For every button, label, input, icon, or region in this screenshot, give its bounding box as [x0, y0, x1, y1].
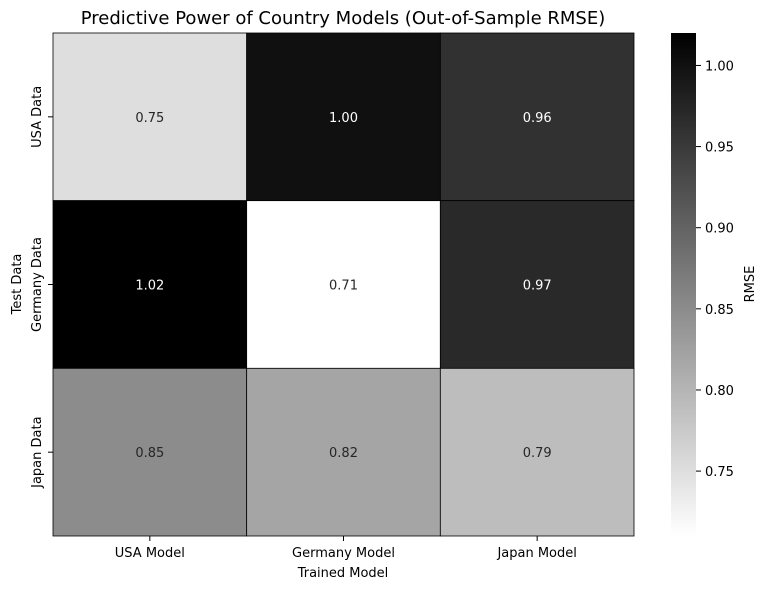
cell-value-label: 1.02: [135, 279, 164, 294]
colorbar-tick-label: 0.80: [705, 384, 734, 399]
y-tick-label: Japan Data: [30, 416, 45, 488]
heatmap-cell: [246, 367, 441, 537]
colorbar-label: RMSE: [743, 266, 758, 303]
cell-value-label: 0.97: [523, 279, 552, 294]
x-tick-label: USA Model: [115, 546, 185, 561]
colorbar-tick-label: 0.95: [705, 141, 734, 156]
heatmap-cells: [52, 32, 635, 537]
cell-value-label: 0.75: [135, 111, 164, 126]
colorbar-tick-label: 0.85: [705, 303, 734, 318]
x-tick-label: Germany Model: [292, 546, 395, 561]
heatmap-cell: [52, 367, 248, 537]
cell-value-label: 0.96: [523, 111, 552, 126]
cell-value-label: 0.71: [329, 279, 358, 294]
colorbar-ticks: 0.75 0.80 0.85 0.90 0.95 1.00: [696, 59, 734, 480]
x-axis: USA Model Germany Model Japan Model: [115, 536, 577, 561]
colorbar-tick-label: 0.90: [705, 222, 734, 237]
colorbar-tick-label: 0.75: [705, 465, 734, 480]
x-axis-label: Trained Model: [297, 566, 389, 581]
chart-title: Predictive Power of Country Models (Out-…: [81, 8, 605, 29]
heatmap-cell: [52, 32, 248, 202]
heatmap-cell: [439, 200, 635, 369]
cell-value-label: 0.85: [135, 446, 164, 461]
y-tick-label: USA Data: [30, 86, 45, 148]
colorbar: [671, 33, 696, 536]
cell-value-label: 1.00: [329, 111, 358, 126]
heatmap-cell: [246, 32, 441, 202]
y-tick-label: Germany Data: [30, 237, 45, 332]
x-tick-label: Japan Model: [496, 546, 576, 561]
y-axis: USA Data Germany Data Japan Data: [30, 86, 53, 489]
cell-value-label: 0.79: [523, 446, 552, 461]
heatmap-cell: [439, 32, 635, 202]
cell-value-label: 0.82: [329, 446, 358, 461]
heatmap-cell-labels: 0.75 1.00 0.96 1.02 0.71 0.97 0.85 0.82 0.79: [135, 111, 551, 461]
heatmap-cell: [246, 200, 441, 369]
heatmap-cell: [52, 200, 248, 369]
colorbar-tick-label: 1.00: [705, 59, 734, 74]
y-axis-label: Test Data: [10, 254, 25, 316]
